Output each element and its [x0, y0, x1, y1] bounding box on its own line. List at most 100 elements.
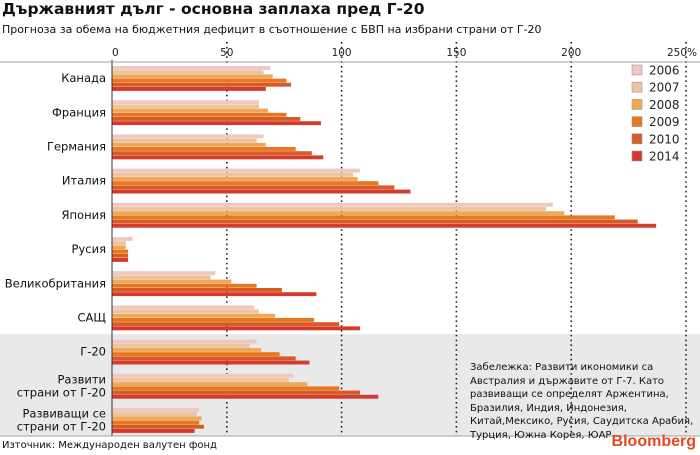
chart-gridlines — [226, 42, 687, 436]
bar-2010 — [112, 219, 638, 224]
bar-2006 — [112, 339, 257, 344]
x-tick-label: 0 — [112, 47, 119, 59]
bar-2007 — [112, 378, 289, 382]
bar-2009 — [112, 147, 296, 151]
bar-2010 — [112, 185, 395, 190]
bar-2014 — [112, 394, 379, 399]
bar-2014 — [112, 87, 266, 91]
category-label: Развиващи се страни от Г-20 — [17, 407, 106, 434]
bar-2010 — [112, 322, 340, 327]
bar-2007 — [112, 343, 250, 348]
category-label: САЩ — [78, 311, 107, 325]
bar-2006 — [112, 134, 264, 139]
bar-2007 — [112, 104, 259, 109]
bar-2007 — [112, 275, 211, 280]
legend-swatch-2006 — [631, 64, 643, 76]
bar-2008 — [112, 416, 202, 421]
x-tick-label: 50 — [220, 47, 233, 59]
bar-2007 — [112, 207, 546, 211]
bar-2007 — [112, 412, 197, 417]
category-label: Русия — [72, 242, 106, 256]
x-tick-label: 150 — [446, 47, 466, 59]
bar-2014 — [112, 326, 360, 331]
legend-swatch-2014 — [631, 150, 643, 162]
bloomberg-logo: Bloomberg — [611, 433, 696, 450]
bar-2010 — [112, 117, 301, 121]
category-label: Г-20 — [80, 345, 106, 359]
bar-2008 — [112, 348, 262, 352]
bar-2014 — [112, 258, 129, 262]
bar-2008 — [112, 74, 273, 79]
bar-2006 — [112, 168, 360, 173]
bar-2010 — [112, 288, 282, 292]
chart-legend: 2006 2007 2008 2009 2010 2014 — [631, 64, 680, 164]
bar-2009 — [112, 249, 129, 254]
chart-title: Държавният дълг - основна заплаха пред Г… — [2, 0, 425, 18]
legend-label-2014: 2014 — [649, 150, 680, 164]
x-tick-label: 100 — [332, 47, 352, 59]
legend-label-2007: 2007 — [649, 81, 680, 95]
bar-2010 — [112, 356, 296, 361]
legend-swatch-2010 — [631, 133, 643, 145]
bar-2007 — [112, 241, 126, 246]
bar-2009 — [112, 386, 340, 391]
bar-2009 — [112, 318, 315, 322]
chart-axes: 0 50 100 150 200 250% Канада Франция Германия Ита… — [0, 47, 700, 437]
x-tick-label: 250% — [667, 47, 697, 59]
bar-2007 — [112, 138, 257, 143]
category-label: Франция — [52, 105, 106, 119]
bar-2008 — [112, 382, 308, 387]
bar-2008 — [112, 108, 269, 113]
bar-2006 — [112, 305, 255, 310]
bar-2014 — [112, 292, 317, 297]
bar-2014 — [112, 429, 195, 433]
bar-2014 — [112, 360, 310, 365]
category-label: Канада — [61, 71, 106, 85]
bar-2010 — [112, 424, 204, 429]
bar-2006 — [112, 271, 216, 276]
bar-2006 — [112, 373, 294, 378]
bar-2007 — [112, 172, 354, 177]
legend-swatch-2008 — [631, 99, 643, 110]
category-label: Япония — [62, 208, 106, 222]
x-tick-label: 200 — [561, 47, 581, 59]
bar-2008 — [112, 177, 358, 181]
bar-2014 — [112, 155, 324, 160]
bar-2008 — [112, 313, 276, 318]
bar-2008 — [112, 245, 126, 250]
bar-2009 — [112, 112, 287, 117]
legend-label-2010: 2010 — [649, 132, 680, 146]
bar-2009 — [112, 283, 257, 288]
bar-2009 — [112, 420, 200, 425]
legend-label-2008: 2008 — [649, 98, 680, 112]
source-note: Източник: Международен валутен фонд — [2, 440, 217, 451]
category-label: Развити страни от Г-20 — [17, 372, 106, 399]
category-label: Германия — [47, 140, 106, 154]
bar-2009 — [112, 352, 280, 357]
category-label: Великобритания — [5, 276, 106, 290]
legend-swatch-2009 — [631, 116, 643, 127]
bar-2010 — [112, 253, 129, 258]
bar-2006 — [112, 202, 553, 207]
bar-2008 — [112, 279, 232, 284]
bar-2007 — [112, 70, 264, 75]
bar-2014 — [112, 223, 657, 228]
category-label: Италия — [62, 174, 106, 188]
legend-label-2009: 2009 — [649, 115, 680, 129]
bar-2008 — [112, 142, 266, 147]
bar-2007 — [112, 309, 259, 314]
bar-2006 — [112, 100, 259, 105]
chart-bars — [112, 66, 657, 433]
bar-2008 — [112, 211, 565, 216]
bar-2010 — [112, 390, 360, 395]
bar-2014 — [112, 189, 411, 194]
bar-2006 — [112, 237, 133, 241]
bar-2009 — [112, 78, 287, 83]
chart-subtitle: Прогноза за обема на бюджетния дефицит в… — [2, 23, 542, 36]
bar-2010 — [112, 82, 292, 87]
bar-2009 — [112, 215, 615, 220]
bar-2010 — [112, 151, 312, 156]
bar-2006 — [112, 408, 200, 412]
bar-2006 — [112, 66, 271, 70]
